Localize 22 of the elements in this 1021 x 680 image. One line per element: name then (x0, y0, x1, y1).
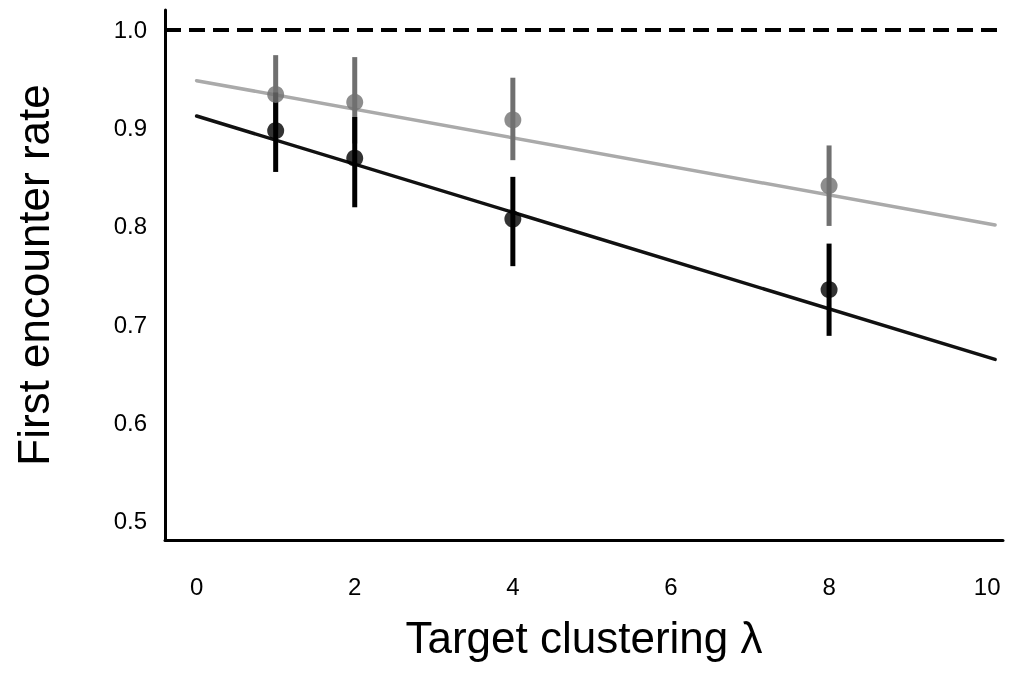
point (346, 149, 364, 167)
x-tick-label: 6 (664, 572, 678, 600)
point (504, 111, 522, 129)
y-tick-label: 0.5 (113, 506, 147, 534)
point (504, 210, 522, 228)
x-tick-label: 0 (189, 572, 204, 600)
x-tick-label: 10 (973, 572, 1001, 600)
x-tick-label: 8 (822, 572, 836, 600)
point (820, 281, 838, 299)
x-tick-label: 4 (506, 572, 520, 600)
x-axis-title: Target clustering λ (405, 612, 763, 662)
x-tick-label: 2 (348, 572, 362, 600)
y-tick-label: 0.7 (113, 310, 147, 338)
y-tick-label: 0.9 (113, 114, 147, 142)
y-tick-label: 1.0 (113, 16, 147, 44)
point (267, 122, 285, 140)
point (267, 85, 285, 103)
point (346, 93, 364, 111)
point (820, 177, 838, 195)
y-axis-title: First encounter rate (8, 84, 58, 466)
y-tick-label: 0.6 (113, 408, 147, 436)
y-tick-label: 0.8 (113, 212, 147, 240)
